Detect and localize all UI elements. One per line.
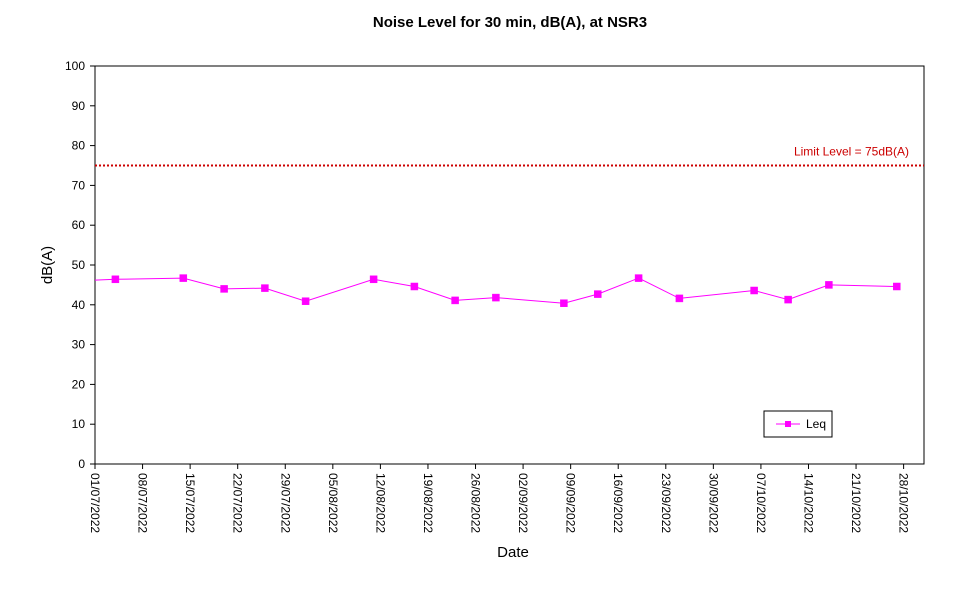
data-point xyxy=(634,274,643,282)
data-point xyxy=(784,295,792,304)
chart-title: Noise Level for 30 min, dB(A), at NSR3 xyxy=(373,14,647,31)
x-tick-label: 15/07/2022 xyxy=(183,473,197,533)
y-tick-label: 0 xyxy=(78,457,85,471)
data-point xyxy=(560,299,568,307)
x-tick-label: 05/08/2022 xyxy=(326,473,340,533)
x-tick-label: 22/07/2022 xyxy=(231,473,245,533)
plot-area xyxy=(94,65,925,465)
y-tick-label: 10 xyxy=(72,417,86,431)
legend-label: Leq xyxy=(806,417,826,431)
x-tick-label: 19/08/2022 xyxy=(421,473,435,533)
series-leq xyxy=(94,274,901,307)
x-tick-label: 12/08/2022 xyxy=(373,473,387,533)
x-tick-label: 30/09/2022 xyxy=(706,473,720,533)
data-point xyxy=(594,290,602,298)
y-axis: 0 10 20 30 40 50 60 70 80 90 100 xyxy=(65,59,95,471)
legend: Leq xyxy=(763,410,833,438)
series-line-leq xyxy=(94,277,897,304)
x-tick-label: 16/09/2022 xyxy=(611,473,625,533)
x-tick-label: 26/08/2022 xyxy=(469,473,483,533)
data-point xyxy=(410,282,419,291)
y-tick-label: 70 xyxy=(72,178,86,192)
data-point xyxy=(369,275,378,284)
y-tick-label: 90 xyxy=(72,99,86,113)
y-tick-label: 20 xyxy=(72,377,86,391)
x-axis-label: Date xyxy=(497,544,529,561)
y-tick-label: 60 xyxy=(72,218,86,232)
y-tick-label: 50 xyxy=(72,258,86,272)
x-tick-label: 28/10/2022 xyxy=(897,473,911,533)
x-axis: 01/07/2022 08/07/2022 15/07/2022 22/07/2022… xyxy=(88,464,911,533)
data-point xyxy=(675,294,684,303)
y-axis-label: dB(A) xyxy=(39,246,56,284)
y-tick-label: 30 xyxy=(72,338,86,352)
limit-level-label: Limit Level = 75dB(A) xyxy=(794,145,909,159)
data-point xyxy=(893,282,901,291)
data-point xyxy=(111,275,120,284)
x-tick-label: 23/09/2022 xyxy=(659,473,673,533)
data-point xyxy=(179,274,188,282)
legend-marker xyxy=(785,421,791,427)
x-tick-label: 07/10/2022 xyxy=(754,473,768,533)
data-point xyxy=(492,293,500,302)
y-tick-label: 80 xyxy=(72,139,86,153)
data-point xyxy=(750,286,758,295)
y-tick-label: 100 xyxy=(65,59,85,73)
x-tick-label: 14/10/2022 xyxy=(801,473,815,533)
data-point xyxy=(825,281,833,289)
x-tick-label: 08/07/2022 xyxy=(136,473,150,533)
x-tick-label: 21/10/2022 xyxy=(849,473,863,533)
data-point xyxy=(451,296,459,305)
data-point xyxy=(301,297,310,305)
x-tick-label: 29/07/2022 xyxy=(278,473,292,533)
x-tick-label: 02/09/2022 xyxy=(516,473,530,533)
data-point xyxy=(220,285,228,293)
x-tick-label: 01/07/2022 xyxy=(88,473,102,533)
x-tick-label: 09/09/2022 xyxy=(564,473,578,533)
data-point xyxy=(261,284,269,292)
y-tick-label: 40 xyxy=(72,298,86,312)
